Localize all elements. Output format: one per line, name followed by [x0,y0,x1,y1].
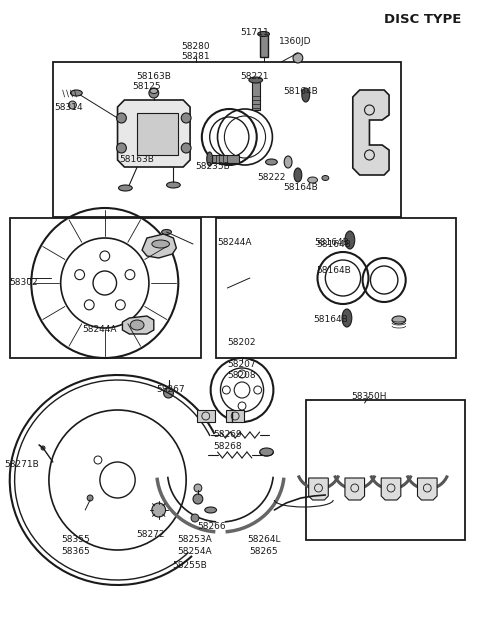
Ellipse shape [308,177,317,183]
Circle shape [293,53,303,63]
Text: 58163B: 58163B [136,72,171,81]
Text: 58164B: 58164B [284,87,318,96]
Ellipse shape [322,175,329,181]
Ellipse shape [258,31,269,36]
Circle shape [152,503,166,517]
Ellipse shape [260,448,274,456]
Text: 58280: 58280 [181,42,210,51]
Ellipse shape [205,507,216,513]
Ellipse shape [294,168,302,182]
Circle shape [181,143,191,153]
Circle shape [69,101,76,109]
Polygon shape [418,478,437,500]
Text: 58253A: 58253A [178,535,212,544]
Text: 58266: 58266 [197,522,226,531]
Ellipse shape [162,230,171,234]
Text: 58350H: 58350H [352,392,387,401]
Circle shape [164,388,173,398]
Ellipse shape [152,240,169,248]
Bar [10,218,201,358]
Text: 58269: 58269 [213,430,241,439]
Bar [252,82,260,110]
Circle shape [117,113,126,123]
Ellipse shape [150,88,158,94]
Bar [260,35,267,57]
Polygon shape [353,90,389,175]
Text: 58208: 58208 [228,371,256,380]
Text: 58271B: 58271B [4,460,39,469]
Text: 58125: 58125 [132,82,161,91]
Text: 58254A: 58254A [178,547,212,556]
Ellipse shape [249,77,263,83]
Text: 58164B: 58164B [316,266,350,275]
Text: 58235B: 58235B [195,162,230,171]
Text: 58163B: 58163B [120,155,155,164]
Text: 58272: 58272 [137,530,165,539]
Text: 58281: 58281 [181,52,210,61]
Bar [212,155,239,163]
Text: 58207: 58207 [228,360,256,369]
Ellipse shape [342,309,352,327]
Bar [227,410,244,422]
Ellipse shape [167,182,180,188]
Text: 58164B: 58164B [284,183,318,192]
Bar [216,218,456,358]
Text: 58221: 58221 [240,72,269,81]
Text: 58355: 58355 [61,535,90,544]
Ellipse shape [130,320,144,330]
Ellipse shape [265,159,277,165]
Polygon shape [122,316,154,334]
Circle shape [149,88,159,98]
Circle shape [117,143,126,153]
Ellipse shape [284,156,292,168]
Text: 58244A: 58244A [83,325,117,334]
Polygon shape [142,234,176,258]
Ellipse shape [392,316,406,324]
Text: 58164B: 58164B [313,315,348,324]
Circle shape [41,446,45,450]
Text: 58302: 58302 [10,278,38,287]
Polygon shape [309,478,328,500]
Text: 58264L: 58264L [247,535,280,544]
Bar [137,113,178,155]
Polygon shape [381,478,401,500]
Text: 58202: 58202 [228,338,256,347]
Text: 58222: 58222 [257,173,286,182]
Text: 58164B: 58164B [314,238,348,247]
Ellipse shape [345,231,355,249]
Text: 58255B: 58255B [173,561,207,570]
Circle shape [181,113,191,123]
Circle shape [194,484,202,492]
Ellipse shape [302,88,310,102]
Circle shape [193,494,203,504]
Polygon shape [118,100,190,167]
Circle shape [191,514,199,522]
Text: 58365: 58365 [61,547,90,556]
Circle shape [87,495,93,501]
Bar [53,62,401,217]
Ellipse shape [119,185,132,191]
Text: 58164B: 58164B [316,240,350,249]
Ellipse shape [71,90,82,96]
Text: 58268: 58268 [213,442,241,451]
Bar [197,410,215,422]
Polygon shape [345,478,364,500]
Text: 1360JD: 1360JD [279,37,311,46]
Text: 51711: 51711 [240,28,269,37]
Bar [306,400,465,540]
Text: 58265: 58265 [249,547,278,556]
Text: 58267: 58267 [156,385,185,394]
Text: 58244A: 58244A [217,238,252,247]
Text: DISC TYPE: DISC TYPE [384,13,462,26]
Ellipse shape [207,152,213,166]
Text: 58314: 58314 [54,103,83,112]
